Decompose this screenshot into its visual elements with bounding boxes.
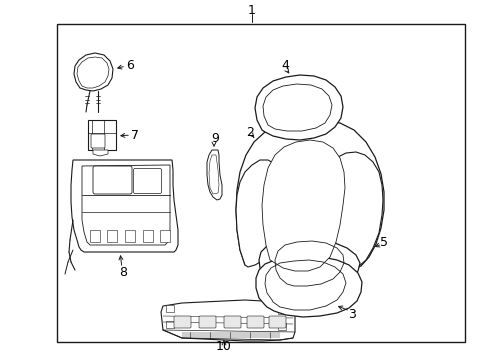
Text: 7: 7 <box>131 129 139 141</box>
Polygon shape <box>71 160 178 252</box>
Bar <box>165 321 174 328</box>
Bar <box>160 230 170 242</box>
Bar <box>125 230 135 242</box>
Text: 10: 10 <box>216 339 231 352</box>
FancyBboxPatch shape <box>268 316 285 328</box>
Text: 2: 2 <box>245 126 253 139</box>
Polygon shape <box>236 160 282 267</box>
Bar <box>90 230 100 242</box>
Polygon shape <box>259 239 359 290</box>
FancyBboxPatch shape <box>174 316 191 328</box>
FancyBboxPatch shape <box>246 316 264 328</box>
Text: 6: 6 <box>126 59 134 72</box>
Polygon shape <box>74 53 113 91</box>
Polygon shape <box>206 150 222 200</box>
FancyBboxPatch shape <box>93 166 132 194</box>
Text: 5: 5 <box>379 235 387 248</box>
Polygon shape <box>321 152 382 271</box>
Text: 3: 3 <box>347 307 355 320</box>
FancyBboxPatch shape <box>199 316 216 328</box>
Text: 1: 1 <box>247 4 255 17</box>
Bar <box>142 230 153 242</box>
Polygon shape <box>82 165 170 245</box>
Text: 8: 8 <box>119 266 127 279</box>
Bar <box>88 120 116 150</box>
FancyBboxPatch shape <box>224 316 241 328</box>
Text: 4: 4 <box>281 59 288 72</box>
Polygon shape <box>236 120 383 275</box>
Bar <box>107 230 117 242</box>
Bar <box>278 323 285 330</box>
Polygon shape <box>208 155 219 194</box>
Polygon shape <box>256 256 361 317</box>
Polygon shape <box>93 150 108 156</box>
Bar <box>278 307 285 314</box>
Bar <box>165 305 174 312</box>
Bar <box>57 24 464 342</box>
Polygon shape <box>254 75 342 140</box>
Text: 9: 9 <box>211 131 219 144</box>
Polygon shape <box>161 300 294 341</box>
FancyBboxPatch shape <box>91 134 105 148</box>
FancyBboxPatch shape <box>133 168 161 194</box>
Polygon shape <box>262 140 345 271</box>
